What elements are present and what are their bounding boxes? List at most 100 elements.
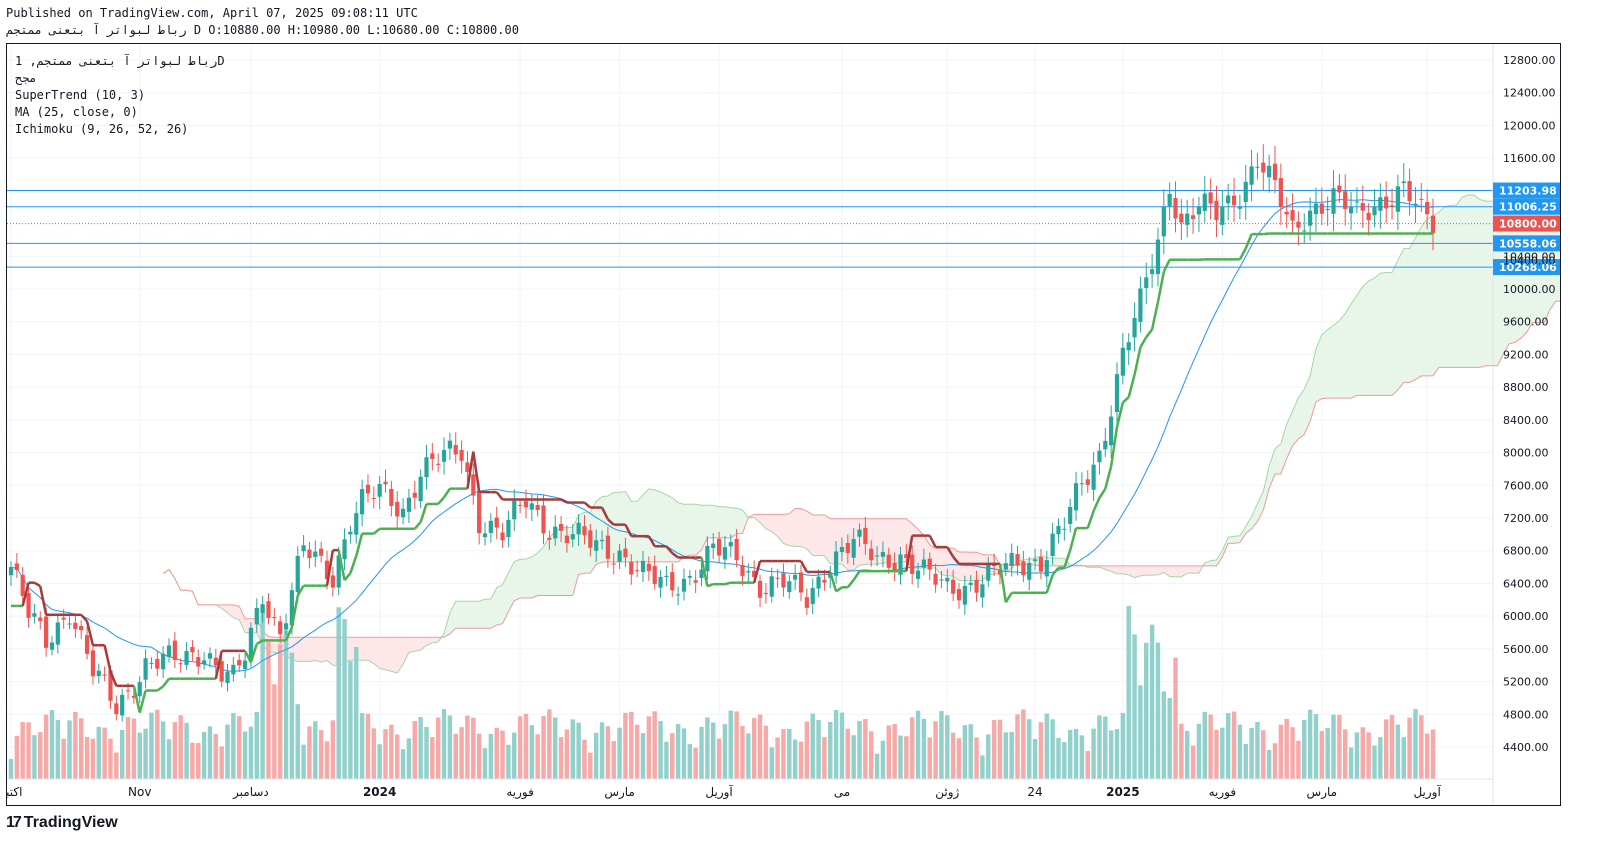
volume-bar (605, 726, 611, 779)
candle-body (956, 589, 962, 601)
supertrend-segment (325, 549, 335, 586)
volume-bar (927, 737, 932, 779)
volume-bar (915, 710, 921, 779)
candle-body (693, 580, 698, 583)
candle-body (1378, 197, 1383, 211)
cloud-segment (1298, 389, 1305, 439)
cloud-segment (707, 505, 714, 538)
volume-bar (1266, 750, 1272, 779)
cloud-segment (783, 513, 790, 546)
cloud-segment (672, 497, 679, 562)
candle-body (1079, 483, 1084, 485)
volume-bars (8, 605, 1436, 779)
candle-body (611, 563, 616, 565)
cloud-segment (1152, 565, 1158, 576)
cloud-segment (461, 601, 468, 629)
volume-bar (939, 711, 944, 779)
volume-bar (956, 738, 962, 779)
volume-bar (371, 728, 377, 779)
cloud-segment (397, 637, 404, 674)
candle-body (1027, 562, 1032, 580)
supertrend-segment (1244, 233, 1253, 249)
volume-bar (857, 721, 862, 779)
cloud-segment (1345, 303, 1352, 399)
candle-body (992, 564, 997, 567)
candle-body (845, 542, 850, 553)
volume-bar (1179, 723, 1184, 779)
grid (7, 44, 1493, 779)
candle-body (137, 682, 142, 697)
volume-bar (640, 733, 646, 779)
candle-body (851, 539, 856, 558)
volume-bar (26, 722, 31, 779)
candle-body (746, 571, 751, 573)
legend-ichimoku[interactable]: Ichimoku (9, 26, 52, 26) (15, 122, 189, 136)
legend-supertrend[interactable]: SuperTrend (10, 3) (15, 88, 146, 102)
candle-body (84, 635, 90, 654)
moving-average-line (10, 199, 1434, 672)
candle-body (1272, 163, 1278, 181)
volume-bar (55, 720, 61, 779)
price-line-label: 10558.06 (1499, 237, 1557, 250)
cloud-segment (812, 514, 819, 556)
cloud-segment (309, 637, 316, 662)
time-tick-label: می (834, 785, 850, 799)
price-line-badge (1493, 235, 1560, 252)
volume-bar (798, 741, 804, 779)
candle-body (44, 616, 49, 648)
candle-body (266, 601, 271, 618)
cloud-segment (1403, 248, 1410, 383)
legend-ma[interactable]: MA (25, close, 0) (15, 105, 138, 119)
cloud-segment (660, 492, 667, 562)
cloud-segment (303, 637, 310, 662)
candle-body (114, 703, 119, 715)
supertrend-segment (495, 491, 504, 501)
cloud-segment (1269, 448, 1275, 489)
candle-body (149, 662, 154, 664)
candle-body (120, 694, 125, 716)
cloud-segment (736, 508, 743, 534)
supertrend-segment (1115, 402, 1125, 428)
candle-body (722, 547, 728, 560)
volume-bar (1313, 714, 1319, 779)
candle-body (102, 674, 107, 676)
volume-bar (839, 712, 845, 779)
candle-body (219, 661, 224, 682)
candle-body (558, 523, 564, 531)
candle-body (804, 597, 809, 608)
price-chart[interactable]: 4400.00 4800.00 5200.00 5600.00 6000.00 6400.… (7, 44, 1560, 805)
volume-bar (652, 711, 657, 779)
candle-body (360, 489, 365, 515)
cloud-segment (1473, 195, 1480, 368)
cloud-segment (1456, 196, 1463, 368)
cloud-segment (724, 506, 731, 538)
candle-body (763, 592, 768, 595)
supertrend-segment (1263, 232, 1270, 236)
supertrend-segment (1127, 374, 1136, 398)
candle-body (927, 558, 932, 570)
cloud-segment (1193, 565, 1199, 574)
volume-bar (254, 712, 260, 779)
candle-body (143, 658, 148, 680)
chart-container[interactable]: 4400.00 4800.00 5200.00 5600.00 6000.00 6400.… (6, 43, 1561, 806)
candle-body (67, 623, 72, 625)
volume-bar (131, 718, 137, 779)
supertrend-segment (290, 595, 299, 628)
candle-body (834, 551, 839, 576)
cloud-segment (1140, 565, 1147, 576)
candle-body (810, 588, 815, 604)
volume-bar (1196, 723, 1202, 779)
cloud-segment (502, 572, 509, 624)
cloud-segment (631, 501, 638, 562)
candle-body (681, 578, 687, 592)
volume-bar (570, 719, 576, 779)
volume-bar (73, 711, 78, 779)
candle-body (465, 462, 470, 472)
volume-bar (576, 722, 581, 779)
volume-bar (1342, 729, 1348, 779)
volume-bar (1167, 697, 1172, 779)
price-line-label: 11203.98 (1499, 185, 1557, 198)
volume-bar (506, 744, 511, 779)
volume-bar (476, 733, 482, 779)
candle-body (605, 535, 610, 559)
